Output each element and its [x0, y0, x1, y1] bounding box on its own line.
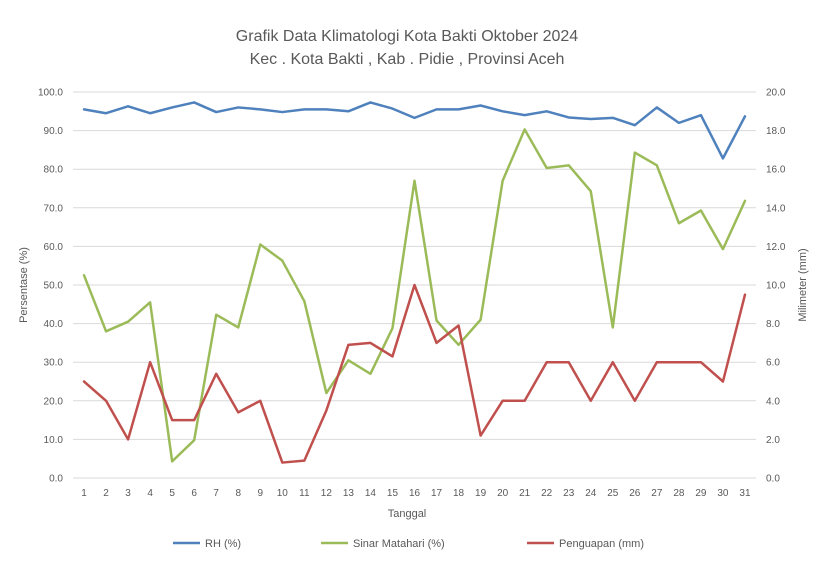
x-axis-ticks: 1 2 3 4 5 6 7 8 9 10 11 12 13 14 15 16 17 18 19 20 21 22 23 24 2…: [81, 488, 751, 499]
x-tick-label: 30: [717, 488, 729, 499]
left-y-tick-label: 90.0: [44, 126, 64, 137]
right-y-tick-label: 16.0: [766, 165, 786, 176]
x-axis-label: Tanggal: [388, 508, 427, 520]
x-tick-label: 7: [213, 488, 219, 499]
x-tick-label: 21: [519, 488, 531, 499]
series-lines: [82, 101, 747, 464]
x-tick-label: 27: [651, 488, 663, 499]
x-tick-label: 22: [541, 488, 553, 499]
series-line-2: [82, 128, 747, 463]
x-tick-label: 11: [299, 488, 310, 499]
x-tick-label: 9: [257, 488, 263, 499]
right-axis-ticks: 0.0 2.0 4.0 6.0 8.0 10.0 12.0 14.0 16.0 18.0 20.0: [766, 88, 786, 485]
x-tick-label: 4: [147, 488, 153, 499]
right-y-tick-label: 4.0: [766, 396, 780, 407]
right-y-tick-label: 8.0: [766, 319, 780, 330]
x-tick-label: 28: [673, 488, 685, 499]
left-y-axis-label: Persentase (%): [18, 247, 30, 323]
left-y-tick-label: 80.0: [44, 165, 64, 176]
x-tick-label: 8: [235, 488, 241, 499]
left-y-tick-label: 100.0: [38, 88, 63, 99]
legend-label: Sinar Matahari (%): [353, 538, 445, 550]
left-y-tick-label: 60.0: [44, 242, 64, 253]
legend-label: RH (%): [205, 538, 241, 550]
x-tick-label: 17: [431, 488, 443, 499]
right-y-tick-label: 2.0: [766, 435, 780, 446]
x-tick-label: 23: [563, 488, 575, 499]
left-y-tick-label: 30.0: [44, 358, 64, 369]
x-tick-label: 24: [585, 488, 597, 499]
chart-title: Grafik Data Klimatologi Kota Bakti Oktob…: [236, 28, 578, 45]
right-y-tick-label: 0.0: [766, 474, 780, 485]
x-tick-label: 1: [81, 488, 87, 499]
left-y-tick-label: 50.0: [44, 281, 64, 292]
legend-label: Penguapan (mm): [559, 538, 644, 550]
series-line-3: [82, 283, 747, 464]
x-tick-label: 10: [277, 488, 289, 499]
x-tick-label: 6: [191, 488, 197, 499]
right-y-axis-label: Milimeter (mm): [797, 248, 809, 321]
right-y-tick-label: 14.0: [766, 203, 786, 214]
x-tick-label: 12: [321, 488, 333, 499]
x-tick-label: 18: [453, 488, 465, 499]
legend: RH (%) Sinar Matahari (%) Penguapan (mm): [173, 538, 644, 550]
right-y-tick-label: 6.0: [766, 358, 780, 369]
x-tick-label: 25: [607, 488, 619, 499]
left-y-tick-label: 0.0: [49, 474, 63, 485]
right-y-tick-label: 20.0: [766, 88, 786, 99]
left-y-tick-label: 20.0: [44, 396, 64, 407]
x-tick-label: 20: [497, 488, 509, 499]
x-tick-label: 19: [475, 488, 487, 499]
x-tick-label: 26: [629, 488, 641, 499]
x-tick-label: 13: [343, 488, 355, 499]
x-tick-label: 29: [695, 488, 707, 499]
x-tick-label: 3: [125, 488, 131, 499]
right-y-tick-label: 12.0: [766, 242, 786, 253]
right-y-tick-label: 10.0: [766, 281, 786, 292]
x-tick-label: 31: [739, 488, 751, 499]
x-tick-label: 16: [409, 488, 421, 499]
left-y-tick-label: 10.0: [44, 435, 64, 446]
x-tick-label: 14: [365, 488, 377, 499]
chart-subtitle: Kec . Kota Bakti , Kab . Pidie , Provins…: [250, 51, 565, 68]
left-y-tick-label: 40.0: [44, 319, 64, 330]
x-tick-label: 5: [169, 488, 175, 499]
x-tick-label: 2: [103, 488, 109, 499]
series-line-1: [82, 101, 747, 160]
right-y-tick-label: 18.0: [766, 126, 786, 137]
left-y-tick-label: 70.0: [44, 203, 64, 214]
x-tick-label: 15: [387, 488, 399, 499]
left-axis-ticks: 0.0 10.0 20.0 30.0 40.0 50.0 60.0 70.0 80.0 90.0 1…: [38, 88, 63, 485]
